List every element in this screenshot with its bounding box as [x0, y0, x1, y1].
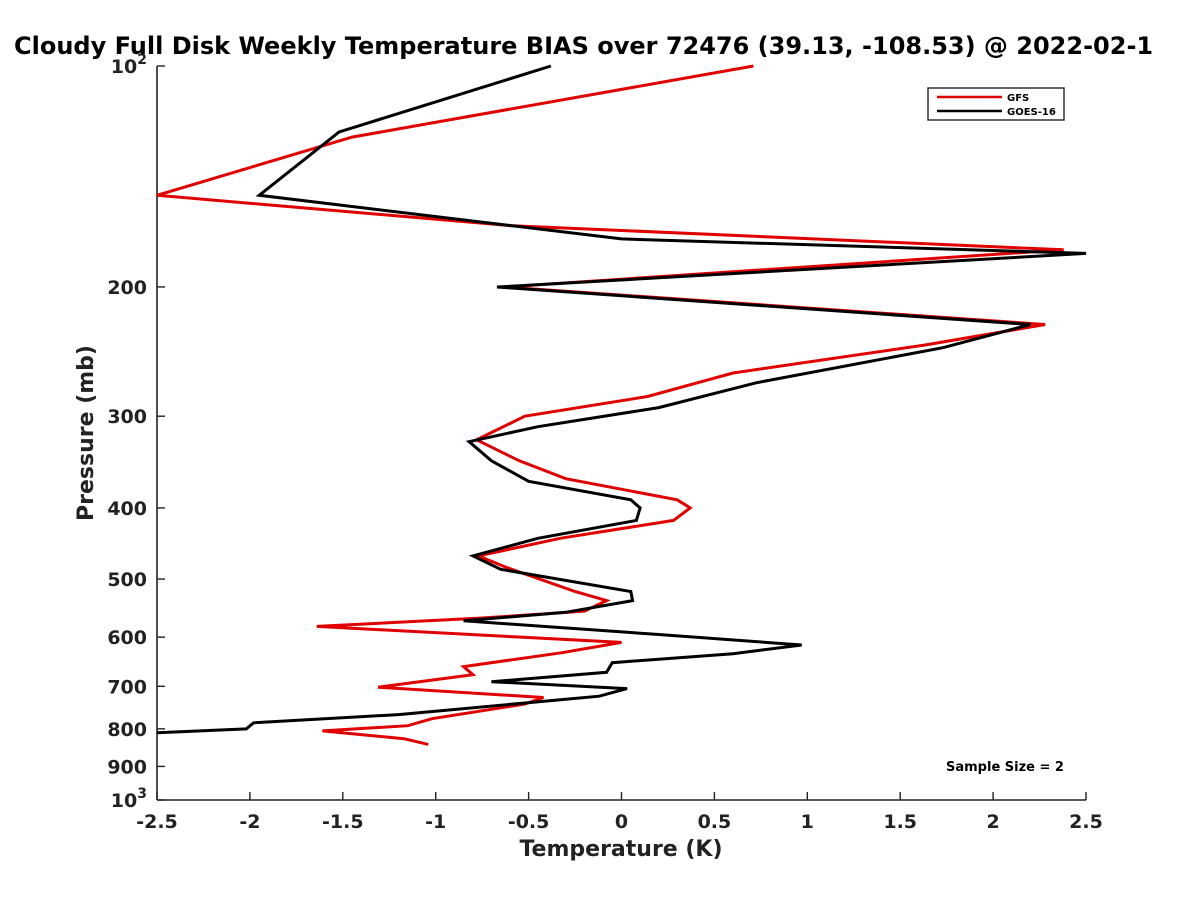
y-axis-ticks: 102 200 300 400 500 600 700 800 900 103	[107, 52, 165, 812]
x-tick-label: -2.5	[136, 811, 178, 833]
y-tick-label: 400	[107, 498, 147, 520]
x-tick-label: 1	[801, 811, 814, 833]
y-tick-label: 102	[111, 52, 147, 78]
x-tick-label: 0	[615, 811, 628, 833]
chart-title: Cloudy Full Disk Weekly Temperature BIAS…	[14, 32, 1153, 60]
legend-entry: GFS	[1007, 93, 1029, 104]
x-tick-label: -1.5	[322, 811, 364, 833]
y-tick-label: 800	[107, 719, 147, 741]
sample-size-note: Sample Size = 2	[946, 760, 1064, 775]
y-tick-label: 700	[107, 676, 147, 698]
y-tick-label: 900	[107, 756, 147, 778]
x-tick-label: 2	[986, 811, 999, 833]
y-tick-label: 300	[107, 406, 147, 428]
x-tick-label: 1.5	[883, 811, 917, 833]
x-axis-label: Temperature (K)	[519, 837, 722, 862]
x-tick-label: -2	[239, 811, 260, 833]
legend: GFS GOES-16	[927, 87, 1065, 121]
legend-box	[927, 87, 1065, 121]
series-layer	[156, 64, 1087, 746]
x-axis-ticks: -2.5 -2 -1.5 -1 -0.5 0 0.5 1 1.5 2 2.5	[136, 792, 1103, 833]
x-tick-label: 0.5	[698, 811, 732, 833]
y-tick-label: 500	[107, 569, 147, 591]
y-tick-label: 600	[107, 627, 147, 649]
series-line-goes-16	[156, 64, 1087, 735]
x-tick-label: 2.5	[1069, 811, 1103, 833]
x-tick-label: -1	[425, 811, 446, 833]
y-tick-label: 103	[111, 786, 147, 812]
y-tick-label: 200	[107, 277, 147, 299]
x-tick-label: -0.5	[508, 811, 550, 833]
y-axis-label: Pressure (mb)	[74, 345, 99, 521]
legend-entry: GOES-16	[1007, 107, 1056, 118]
